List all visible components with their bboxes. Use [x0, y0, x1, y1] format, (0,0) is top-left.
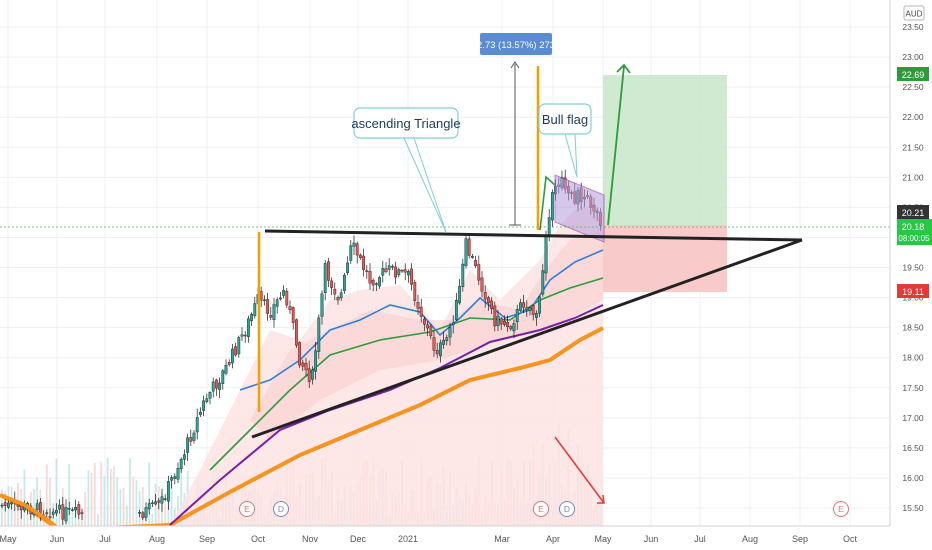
- event-marker-label: E: [838, 504, 844, 514]
- price-axis-background: [890, 0, 932, 550]
- price-tick-label: 23.00: [902, 52, 924, 62]
- current-price-text: 20.18: [902, 222, 925, 232]
- stop-zone: [603, 225, 727, 292]
- time-tick-label: May: [594, 534, 612, 544]
- time-tick-label: Jul: [99, 534, 111, 544]
- event-marker[interactable]: D: [559, 501, 575, 517]
- candlesticks: [0, 169, 602, 532]
- price-tick-label: 17.50: [902, 383, 924, 393]
- event-marker[interactable]: D: [273, 501, 289, 517]
- time-tick-label: Jun: [50, 534, 65, 544]
- price-tick-label: 15.50: [902, 503, 924, 513]
- price-tick-label: 19.50: [902, 263, 924, 273]
- target-price-label: 22.69: [897, 67, 929, 81]
- price-tick-label: 18.00: [902, 353, 924, 363]
- price-tick-label: 22.50: [902, 82, 924, 92]
- time-tick-label: Nov: [302, 534, 319, 544]
- countdown-text: 08:00:05: [898, 234, 930, 243]
- target-zone: [603, 75, 727, 225]
- event-marker[interactable]: E: [533, 501, 549, 517]
- event-marker-label: D: [564, 504, 570, 514]
- currency-label: AUD: [906, 10, 923, 19]
- event-marker-label: D: [278, 504, 284, 514]
- price-tick-label: 18.50: [902, 323, 924, 333]
- event-marker[interactable]: E: [833, 501, 849, 517]
- bull-flag-channel: [554, 174, 605, 243]
- flag-callout: Bull flag: [538, 103, 592, 178]
- time-tick-label: May: [0, 534, 17, 544]
- green-pole-arrow: [539, 175, 556, 231]
- triangle-resistance-line: [264, 229, 803, 242]
- time-tick-label: Mar: [494, 534, 510, 544]
- flag-callout-text: Bull flag: [542, 112, 588, 127]
- green-projection-arrow-head: [616, 63, 631, 74]
- target-price-text: 22.69: [902, 70, 925, 80]
- price-tick-label: 16.50: [902, 443, 924, 453]
- last-close-label: 20.21: [897, 205, 929, 219]
- time-tick-label: Oct: [251, 534, 266, 544]
- time-tick-label: Aug: [149, 534, 165, 544]
- time-axis-ticks: May Jun Jul Aug Sep Oct Nov Dec 2021 Mar Apr May Jun…: [0, 534, 857, 544]
- stop-price-text: 19.11: [902, 287, 924, 297]
- price-tick-label: 21.50: [902, 142, 924, 152]
- price-tick-label: 21.00: [902, 172, 924, 182]
- time-tick-label: Oct: [843, 534, 858, 544]
- green-projection-arrow: [607, 65, 625, 226]
- event-marker[interactable]: E: [239, 501, 255, 517]
- time-axis-background: [0, 526, 890, 550]
- time-tick-label: Aug: [742, 534, 758, 544]
- time-tick-label: Dec: [350, 534, 367, 544]
- measure-label-box: 2.73 (13.57%) 273: [477, 33, 555, 55]
- red-volume-arrow: [554, 436, 605, 504]
- pink-band-upper-area: [250, 230, 603, 440]
- last-close-text: 20.21: [902, 208, 925, 218]
- grid: [0, 0, 890, 526]
- time-tick-label: Jul: [694, 534, 706, 544]
- price-tick-label: 22.00: [902, 112, 924, 122]
- time-tick-label: Apr: [546, 534, 560, 544]
- triangle-support-line: [251, 238, 803, 439]
- red-volume-arrow-head: [597, 494, 605, 504]
- price-tick-label: 16.00: [902, 473, 924, 483]
- time-tick-label: 2021: [398, 534, 418, 544]
- price-tick-label: 17.00: [902, 413, 924, 423]
- stop-price-label: 19.11: [897, 284, 929, 298]
- current-price-label: 20.18 08:00:05: [897, 219, 932, 245]
- time-tick-label: Sep: [199, 534, 215, 544]
- event-marker-label: E: [538, 504, 544, 514]
- triangle-callout-text: ascending Triangle: [351, 116, 460, 131]
- price-tick-label: 23.50: [902, 22, 924, 32]
- measure-arrow-head: [510, 61, 520, 69]
- triangle-callout: ascending Triangle: [351, 107, 461, 233]
- time-tick-label: Jun: [644, 534, 659, 544]
- event-marker-label: E: [244, 504, 250, 514]
- measure-label-text: 2.73 (13.57%) 273: [477, 40, 555, 51]
- time-tick-label: Sep: [792, 534, 808, 544]
- currency-badge: AUD: [903, 5, 925, 21]
